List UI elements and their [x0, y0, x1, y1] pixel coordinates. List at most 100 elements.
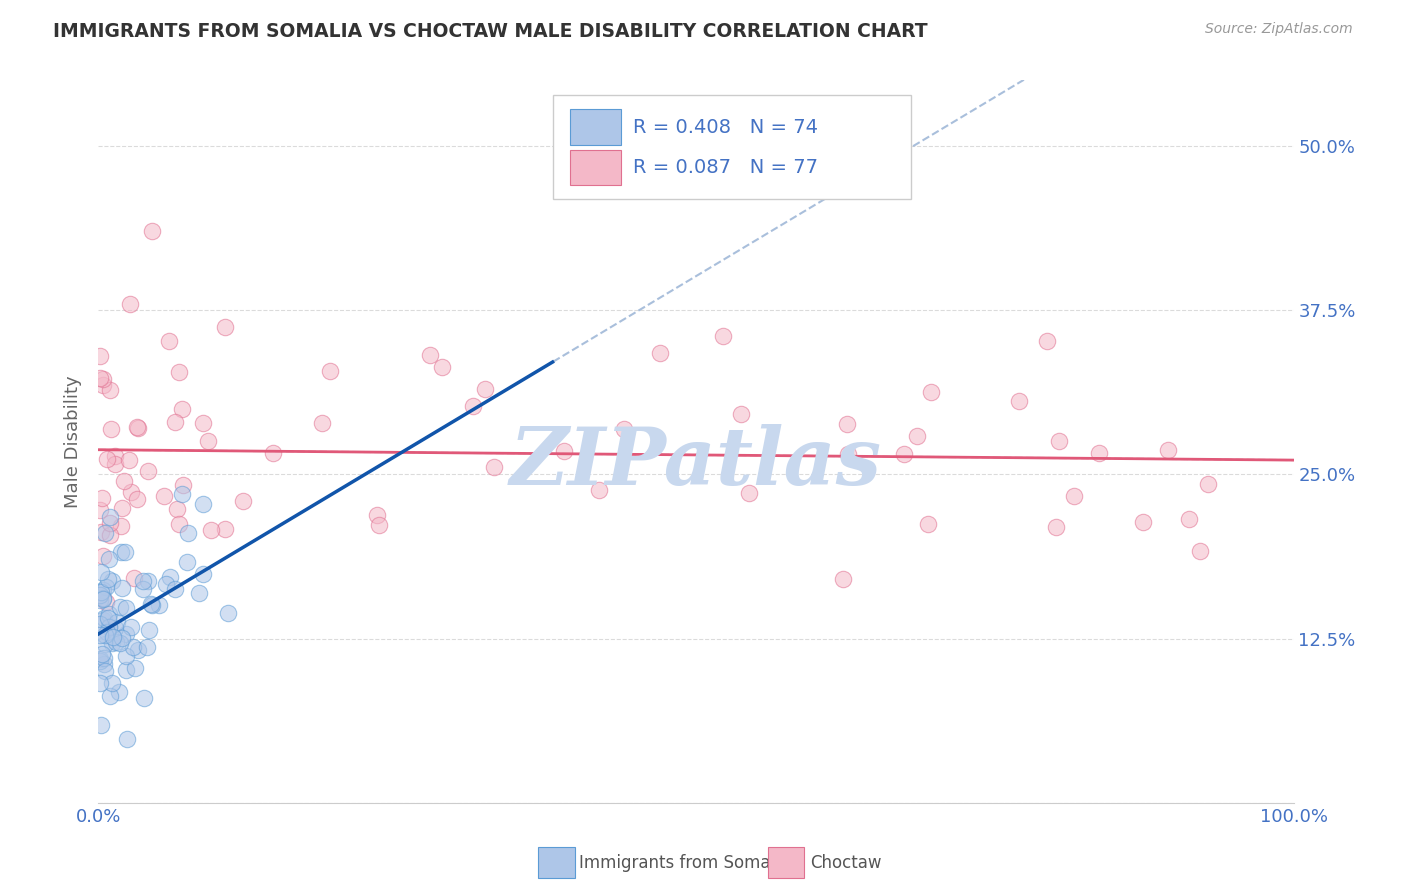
- FancyBboxPatch shape: [571, 150, 620, 185]
- Y-axis label: Male Disability: Male Disability: [65, 376, 83, 508]
- Point: [108, 600, 131, 615]
- Point: [115, 664, 138, 678]
- Point: [89, 652, 111, 666]
- Point: [711, 329, 734, 343]
- Point: [135, 640, 157, 654]
- Point: [366, 508, 388, 523]
- Point: [165, 416, 187, 430]
- Point: [89, 349, 111, 363]
- FancyBboxPatch shape: [571, 109, 620, 145]
- Point: [131, 574, 153, 588]
- Point: [90, 566, 112, 580]
- Point: [166, 502, 188, 516]
- Point: [1132, 515, 1154, 529]
- Point: [105, 615, 128, 629]
- Point: [214, 320, 236, 334]
- Point: [319, 364, 342, 378]
- Point: [104, 457, 127, 471]
- Point: [94, 628, 117, 642]
- Point: [98, 516, 121, 531]
- Point: [188, 586, 211, 600]
- Point: [110, 518, 132, 533]
- Point: [141, 598, 163, 612]
- Point: [97, 552, 120, 566]
- Point: [100, 528, 122, 542]
- Point: [920, 384, 942, 399]
- Point: [170, 401, 193, 416]
- Point: [93, 611, 115, 625]
- Point: [93, 650, 115, 665]
- Point: [112, 474, 135, 488]
- Point: [91, 378, 114, 392]
- Point: [89, 593, 111, 607]
- Point: [191, 566, 214, 581]
- Point: [89, 617, 111, 632]
- Text: IMMIGRANTS FROM SOMALIA VS CHOCTAW MALE DISABILITY CORRELATION CHART: IMMIGRANTS FROM SOMALIA VS CHOCTAW MALE …: [53, 22, 928, 41]
- Point: [110, 636, 132, 650]
- Point: [101, 574, 124, 589]
- Point: [125, 420, 148, 434]
- Point: [1188, 543, 1211, 558]
- Point: [122, 571, 145, 585]
- Point: [837, 446, 859, 460]
- Point: [121, 640, 143, 654]
- Point: [169, 365, 191, 379]
- Point: [91, 592, 114, 607]
- Point: [89, 654, 111, 668]
- Point: [98, 383, 121, 397]
- Point: [159, 570, 181, 584]
- Point: [115, 649, 138, 664]
- Point: [1008, 394, 1031, 409]
- Point: [110, 545, 132, 559]
- Point: [101, 630, 124, 644]
- Point: [1047, 434, 1070, 448]
- Point: [484, 459, 506, 474]
- Point: [200, 523, 222, 537]
- Point: [120, 620, 142, 634]
- Point: [1063, 489, 1085, 503]
- Point: [730, 407, 752, 421]
- Point: [157, 334, 180, 349]
- Point: [134, 691, 156, 706]
- Point: [163, 582, 186, 597]
- Point: [93, 664, 115, 678]
- Point: [124, 661, 146, 675]
- Point: [91, 591, 114, 605]
- Point: [139, 597, 162, 611]
- Point: [127, 643, 149, 657]
- Point: [104, 634, 127, 648]
- Point: [91, 549, 114, 564]
- Point: [153, 489, 176, 503]
- FancyBboxPatch shape: [553, 95, 911, 200]
- Point: [1088, 446, 1111, 460]
- Point: [111, 581, 134, 595]
- Point: [101, 636, 124, 650]
- Point: [96, 625, 118, 640]
- Point: [104, 450, 127, 464]
- Point: [191, 497, 214, 511]
- Point: [214, 522, 236, 536]
- Point: [136, 574, 159, 588]
- Point: [111, 631, 134, 645]
- Point: [114, 600, 136, 615]
- Point: [97, 611, 120, 625]
- Point: [120, 296, 142, 310]
- Text: Immigrants from Somalia: Immigrants from Somalia: [579, 854, 790, 871]
- Point: [474, 382, 496, 396]
- Point: [114, 545, 136, 559]
- Point: [100, 422, 122, 436]
- Point: [111, 500, 134, 515]
- Point: [141, 224, 163, 238]
- Point: [191, 417, 214, 431]
- Point: [93, 613, 115, 627]
- Point: [155, 577, 177, 591]
- Point: [167, 517, 190, 532]
- Point: [93, 583, 115, 598]
- Point: [125, 491, 148, 506]
- Text: Choctaw: Choctaw: [810, 854, 882, 871]
- Point: [1197, 476, 1219, 491]
- Point: [262, 446, 284, 460]
- Point: [232, 494, 254, 508]
- Point: [1036, 334, 1059, 348]
- Point: [613, 421, 636, 435]
